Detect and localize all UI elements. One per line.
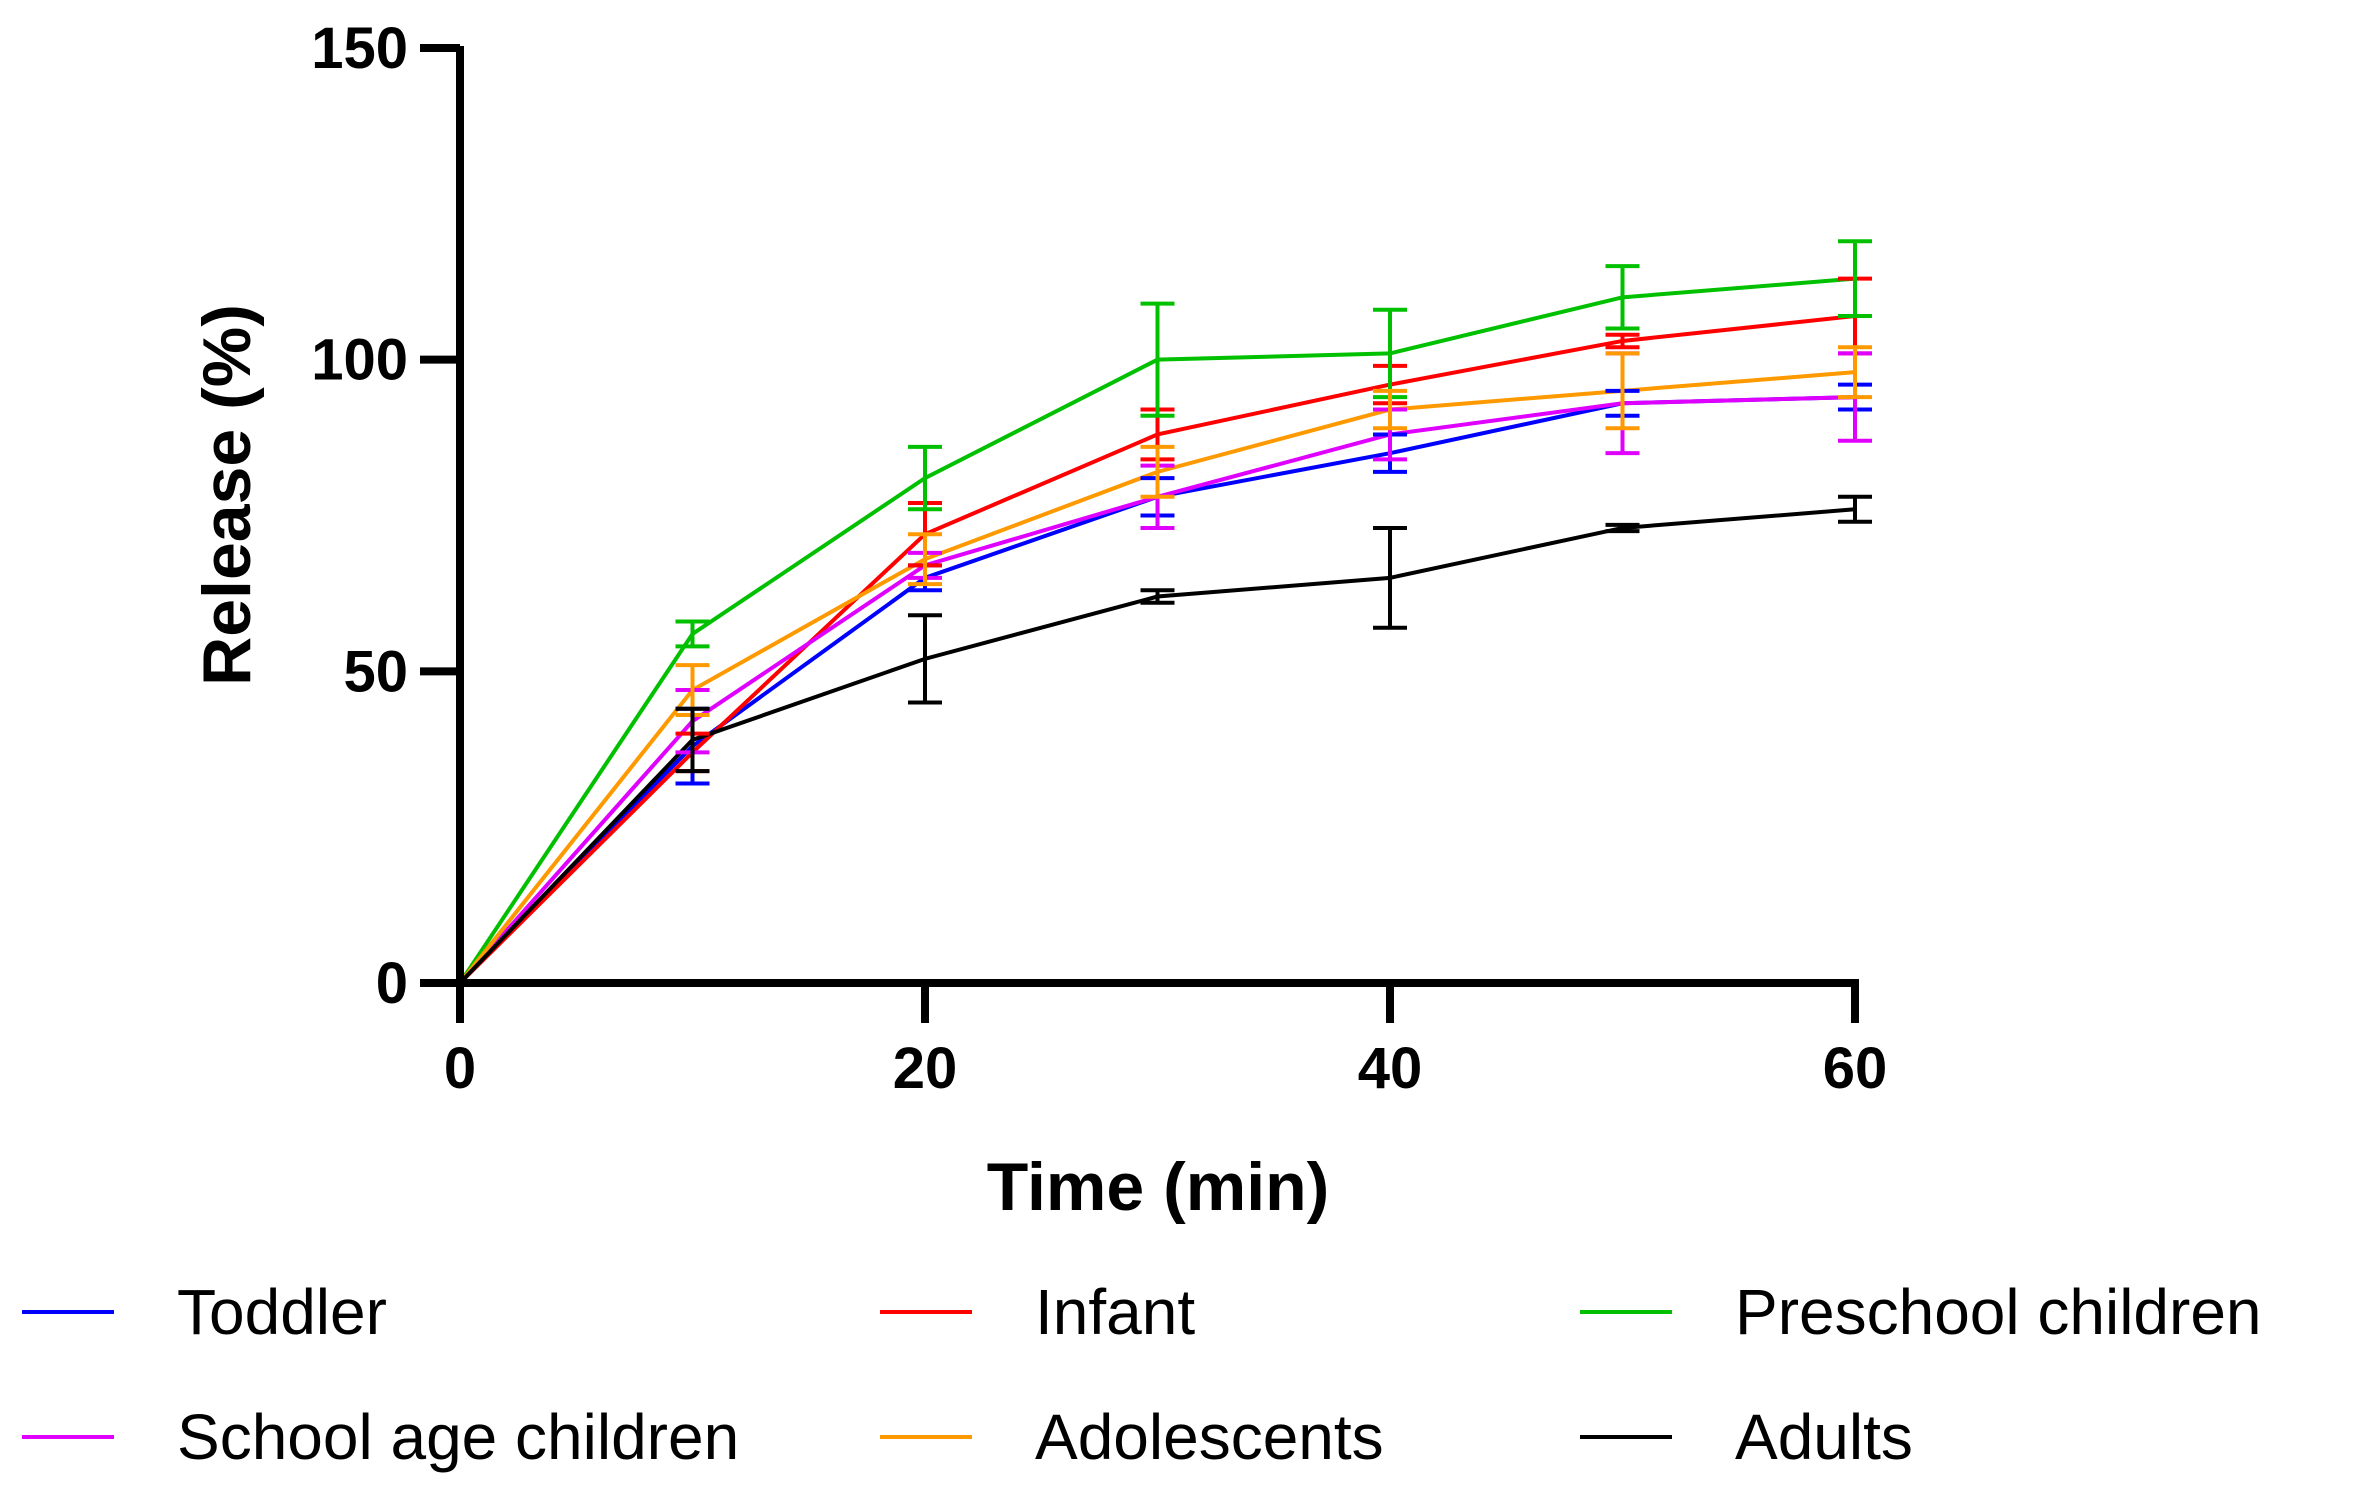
error-bar-preschool-children <box>675 619 710 649</box>
axes <box>456 46 1859 987</box>
legend-label: School age children <box>177 1401 739 1473</box>
legend-item-preschool-children: Preschool children <box>1580 1276 2262 1348</box>
x-tick-label: 60 <box>1823 1036 1888 1101</box>
legend-item-toddler: Toddler <box>22 1276 387 1348</box>
legend-label: Toddler <box>177 1276 387 1348</box>
error-bar-adults <box>675 706 710 774</box>
error-bar-adults <box>1838 494 1872 524</box>
error-bar-preschool-children <box>1838 239 1872 319</box>
y-tick-label: 0 <box>376 951 408 1016</box>
legend: Toddler Infant Preschool children School ag… <box>22 1276 2262 1473</box>
axis-ticks: 0 50 100 150 0 20 40 60 <box>311 16 1887 1101</box>
legend-label: Preschool children <box>1735 1276 2262 1348</box>
x-tick-label: 20 <box>893 1036 958 1101</box>
error-bar-adolescents <box>1605 351 1640 431</box>
y-tick-label: 50 <box>343 639 408 704</box>
legend-item-school-age-children: School age children <box>22 1401 739 1473</box>
error-bar-adults <box>1373 525 1407 630</box>
error-bar-adolescents <box>1838 345 1872 400</box>
legend-item-adults: Adults <box>1580 1401 1913 1473</box>
error-bars <box>675 239 1872 786</box>
error-bar-preschool-children <box>1140 301 1175 418</box>
error-bar-preschool-children <box>1605 264 1640 331</box>
legend-label: Adolescents <box>1035 1401 1384 1473</box>
error-bar-adults <box>908 613 942 705</box>
y-axis-title: Release (%) <box>189 304 265 686</box>
legend-item-infant: Infant <box>880 1276 1195 1348</box>
x-axis-title: Time (min) <box>987 1149 1330 1225</box>
y-tick-label: 100 <box>311 328 408 393</box>
legend-item-adolescents: Adolescents <box>880 1401 1384 1473</box>
error-bar-adults <box>1140 588 1175 605</box>
y-tick-label: 150 <box>311 16 408 81</box>
error-bar-adolescents <box>1140 444 1175 499</box>
error-bar-preschool-children <box>908 444 942 512</box>
x-tick-label: 40 <box>1358 1036 1423 1101</box>
x-tick-label: 0 <box>444 1036 476 1101</box>
error-bar-adults <box>1605 522 1640 534</box>
error-bar-adolescents <box>908 532 942 587</box>
legend-label: Adults <box>1735 1401 1913 1473</box>
error-bar-infant <box>1605 332 1640 350</box>
error-bar-adolescents <box>1373 388 1407 431</box>
legend-label: Infant <box>1035 1276 1195 1348</box>
